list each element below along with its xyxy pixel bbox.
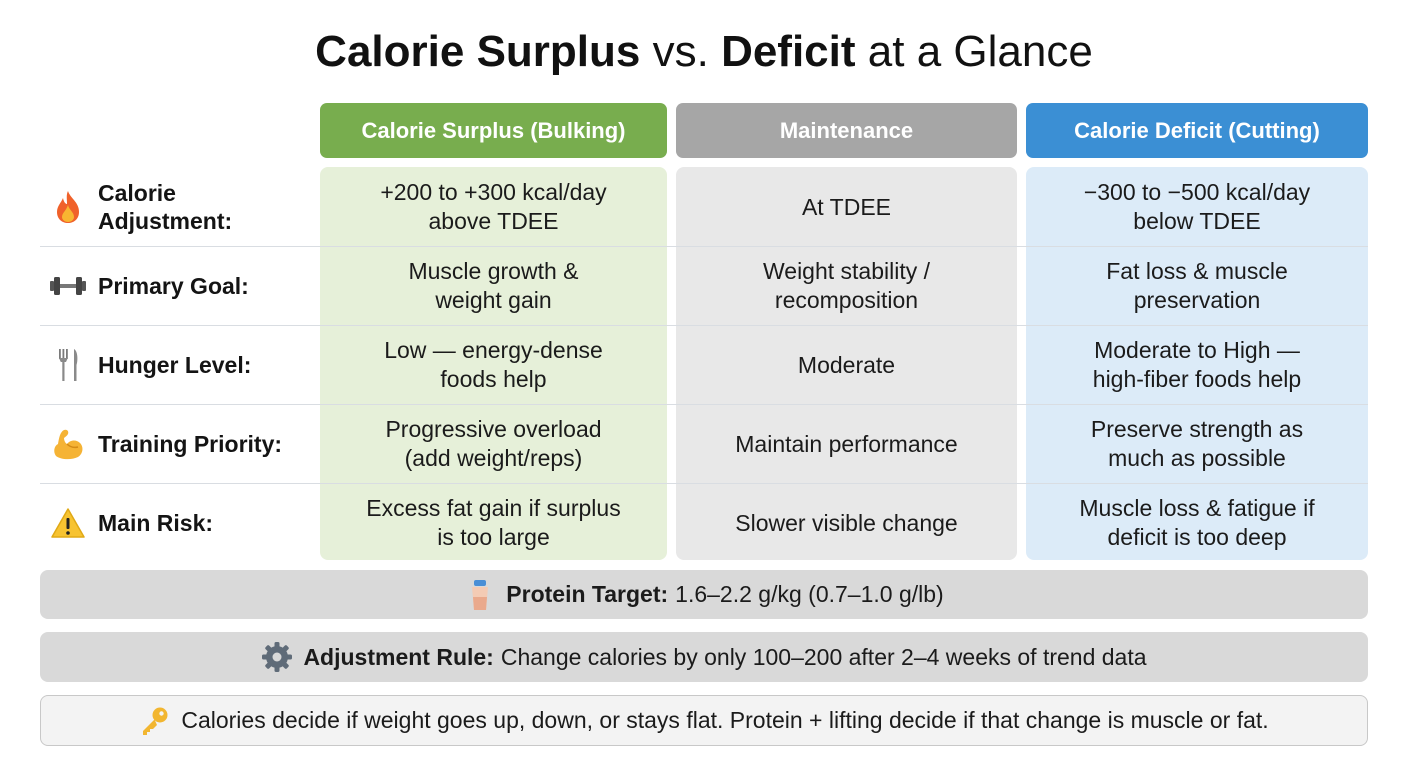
surplus-column-header: Calorie Surplus (Bulking) [320,103,667,158]
key-note-text: Calories decide if weight goes up, down,… [181,707,1269,733]
fire-icon [48,187,88,227]
row-label-text: Training Priority: [98,431,283,457]
title-part-vs: vs. [652,27,709,76]
cell-maintenance-main-risk: Slower visible change [735,509,958,536]
cell-surplus-primary-goal: Muscle growth & weight gain [408,258,579,313]
row-label-text: Main Risk: [98,510,214,536]
deficit-column-bg [1026,167,1368,560]
cell-surplus-main-risk: Excess fat gain if surplus is too large [366,495,621,550]
fork-knife-icon [48,345,88,385]
gear-icon [261,641,293,673]
row-label-text: Primary Goal: [98,273,249,299]
maintenance-column-header: Maintenance [676,103,1017,158]
title-part-deficit: Deficit [721,27,856,76]
shaker-bottle-icon [464,579,496,611]
cell-maintenance-primary-goal: Weight stability / recomposition [762,258,931,313]
surplus-column-bg [320,167,667,560]
cell-maintenance-calorie-adjustment: At TDEE [801,193,892,220]
cell-deficit-calorie-adjustment: −300 to −500 kcal/day below TDEE [1083,179,1311,234]
cell-surplus-hunger-level: Low — energy-dense foods help [384,337,603,392]
row-divider [40,246,1368,247]
adjustment-rule-value: Change calories by only 100–200 after 2–… [500,643,1147,670]
row-label-text: Calorie Adjustment: [98,180,233,234]
flexed-biceps-icon [48,424,88,464]
protein-target-bar: Protein Target: 1.6–2.2 g/kg (0.7–1.0 g/… [40,570,1368,619]
key-icon [139,705,171,737]
warning-icon [48,503,88,543]
row-label-main-risk: Main Risk: [48,484,318,562]
row-label-hunger-level: Hunger Level: [48,326,318,404]
protein-target-label: Protein Target: [506,581,669,607]
row-label-text: Hunger Level: [98,352,252,378]
protein-target-value: 1.6–2.2 g/kg (0.7–1.0 g/lb) [675,581,944,607]
title-part-surplus: Calorie Surplus [315,27,641,76]
row-label-calorie-adjustment: Calorie Adjustment: [48,168,318,246]
row-divider [40,325,1368,326]
page-title: Calorie Surplus vs. Deficit at a Glance [0,26,1408,78]
row-label-training-priority: Training Priority: [48,405,318,483]
cell-deficit-training-priority: Preserve strength as much as possible [1090,416,1304,471]
dumbbell-icon [48,266,88,306]
cell-maintenance-hunger-level: Moderate [797,351,896,378]
adjustment-rule-label: Adjustment Rule: [303,643,494,670]
cell-deficit-main-risk: Muscle loss & fatigue if deficit is too … [1079,495,1315,550]
cell-deficit-primary-goal: Fat loss & muscle preservation [1106,258,1288,313]
row-divider [40,404,1368,405]
maintenance-column-bg [676,167,1017,560]
cell-maintenance-training-priority: Maintain performance [735,430,958,457]
row-divider [40,483,1368,484]
adjustment-rule-bar: Adjustment Rule: Change calories by only… [40,632,1368,682]
cell-surplus-training-priority: Progressive overload (add weight/reps) [385,416,602,471]
cell-deficit-hunger-level: Moderate to High — high-fiber foods help [1092,337,1302,392]
row-label-primary-goal: Primary Goal: [48,247,318,325]
cell-surplus-calorie-adjustment: +200 to +300 kcal/day above TDEE [380,179,607,234]
title-part-glance: at a Glance [867,27,1093,76]
key-note-bar: Calories decide if weight goes up, down,… [40,695,1368,746]
deficit-column-header: Calorie Deficit (Cutting) [1026,103,1368,158]
